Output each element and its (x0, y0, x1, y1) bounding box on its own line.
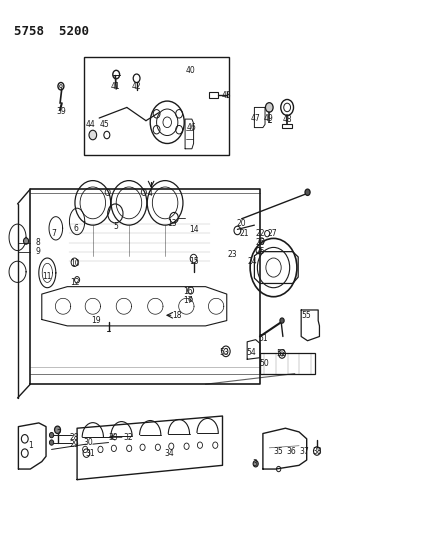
Text: 17: 17 (183, 296, 193, 305)
Text: 45: 45 (100, 120, 110, 129)
Circle shape (24, 238, 29, 244)
Circle shape (280, 318, 284, 323)
Text: 16: 16 (183, 287, 193, 296)
Circle shape (89, 130, 97, 140)
Text: 43: 43 (222, 91, 232, 100)
Text: 44: 44 (86, 120, 95, 129)
Text: 24: 24 (247, 257, 257, 265)
Text: 35: 35 (274, 447, 283, 456)
Text: 13: 13 (167, 219, 177, 228)
Text: 14: 14 (189, 225, 199, 234)
Text: 36: 36 (286, 447, 296, 456)
Text: 3: 3 (252, 459, 257, 469)
Text: 40: 40 (186, 66, 196, 75)
Circle shape (50, 440, 54, 445)
Text: 6: 6 (73, 224, 78, 233)
Text: 20: 20 (237, 219, 247, 228)
Text: 23: 23 (227, 251, 237, 260)
Text: 38: 38 (312, 447, 322, 456)
Circle shape (265, 103, 273, 112)
Text: 12: 12 (70, 278, 79, 287)
Text: 46: 46 (187, 123, 197, 132)
Bar (282, 124, 292, 127)
Text: 28: 28 (70, 433, 79, 442)
Text: 27: 27 (268, 229, 277, 238)
Text: 33: 33 (108, 433, 118, 442)
Text: 34: 34 (164, 449, 174, 458)
Text: 50: 50 (259, 359, 269, 367)
Text: 10: 10 (70, 260, 79, 268)
Text: 41: 41 (110, 82, 120, 91)
Text: 15: 15 (189, 257, 199, 265)
Text: 32: 32 (123, 433, 133, 442)
Text: 29: 29 (70, 440, 79, 449)
Text: 53: 53 (220, 348, 229, 357)
Text: 7: 7 (51, 229, 56, 238)
Text: 2: 2 (56, 429, 61, 438)
Circle shape (50, 432, 54, 438)
Text: 54: 54 (247, 348, 256, 357)
Text: 22: 22 (255, 229, 265, 238)
Text: 1: 1 (28, 441, 33, 450)
Text: 37: 37 (299, 447, 309, 456)
Circle shape (305, 189, 310, 196)
Text: 30: 30 (84, 438, 93, 447)
Bar (260, 353, 315, 374)
Text: 21: 21 (240, 229, 250, 238)
Text: 55: 55 (302, 311, 312, 320)
Text: 51: 51 (258, 334, 268, 343)
Circle shape (253, 461, 258, 467)
Bar (209, 92, 218, 98)
Text: 47: 47 (251, 114, 261, 123)
Text: 18: 18 (172, 311, 181, 320)
Text: 39: 39 (56, 107, 66, 116)
Text: 8: 8 (35, 238, 40, 247)
Text: 5: 5 (113, 222, 118, 231)
Text: 42: 42 (132, 82, 141, 91)
Text: 9: 9 (35, 247, 40, 256)
Text: 4: 4 (148, 189, 153, 198)
Text: 25: 25 (255, 247, 265, 256)
Circle shape (54, 426, 60, 433)
Text: 11: 11 (42, 271, 52, 280)
Text: 5758  5200: 5758 5200 (14, 25, 89, 38)
Text: 48: 48 (282, 115, 292, 124)
Text: 31: 31 (85, 449, 95, 458)
Text: 19: 19 (91, 316, 101, 325)
Bar (84, 57, 229, 155)
Text: 26: 26 (255, 238, 265, 247)
Text: 49: 49 (264, 114, 273, 123)
Text: 52: 52 (276, 350, 286, 359)
